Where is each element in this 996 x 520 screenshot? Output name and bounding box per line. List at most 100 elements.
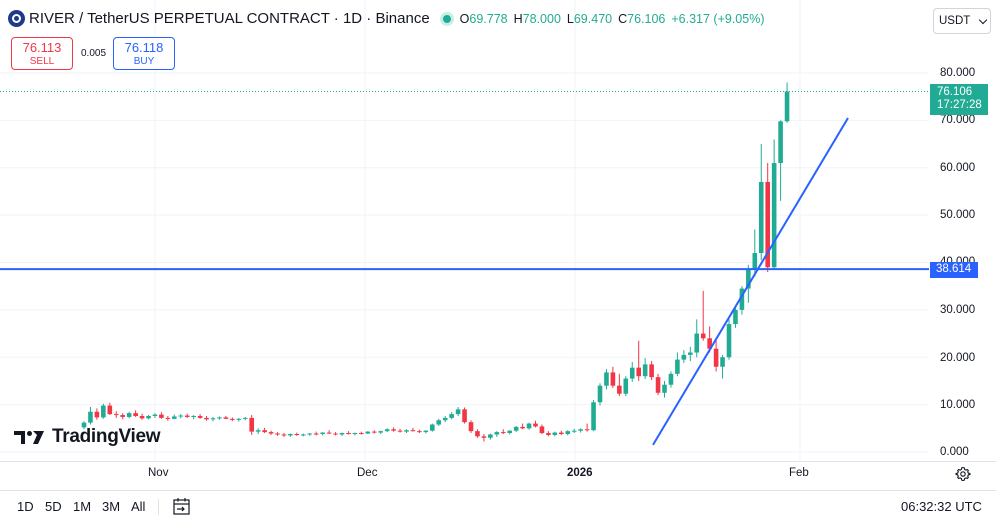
candle-body — [739, 288, 745, 310]
candle-body — [681, 354, 687, 360]
time-axis[interactable]: Nov Dec 2026 Feb — [0, 461, 996, 485]
candle-body — [481, 436, 487, 438]
clock-utc[interactable]: 06:32:32 UTC — [901, 499, 982, 514]
calendar-goto-icon[interactable] — [172, 497, 192, 516]
range-1d-button[interactable]: 1D — [17, 499, 34, 514]
candle-body — [294, 433, 300, 435]
buy-price: 76.118 — [124, 40, 164, 55]
candle-body — [326, 432, 332, 434]
close-value: 76.106 — [627, 11, 666, 26]
candle-body — [623, 378, 629, 394]
candle-body — [301, 434, 306, 436]
candle-body — [120, 415, 125, 417]
sell-button[interactable]: 76.113 SELL — [11, 37, 73, 70]
candle-body — [165, 417, 171, 419]
price-tick: 70.000 — [940, 114, 976, 126]
candle-body — [713, 348, 719, 367]
gear-icon[interactable] — [955, 466, 971, 482]
candle-body — [178, 415, 184, 417]
candle-body — [249, 417, 254, 432]
candle-body — [488, 434, 493, 438]
candle-body — [275, 433, 280, 435]
currency-label: USDT — [939, 15, 971, 27]
candle-body — [546, 433, 551, 435]
candle-body — [784, 91, 790, 122]
candle-body — [430, 424, 435, 431]
candle-body — [726, 324, 732, 358]
candle-body — [636, 367, 641, 377]
last-price-tag: 76.106 17:27:28 — [930, 84, 988, 115]
candle-body — [262, 430, 267, 433]
tradingview-mark-icon — [14, 431, 44, 444]
tradingview-logo[interactable]: TradingView — [14, 426, 161, 448]
candle-body — [539, 426, 545, 434]
candle-body — [417, 431, 422, 433]
price-tick: 0.000 — [940, 446, 969, 458]
candle-body — [133, 413, 138, 416]
candle-body — [449, 414, 454, 418]
candle-body — [242, 417, 248, 419]
price-tick: 30.000 — [940, 304, 976, 316]
candle-body — [533, 423, 538, 427]
range-5d-button[interactable]: 5D — [45, 499, 62, 514]
candle-body — [146, 415, 151, 419]
candle-body — [230, 418, 235, 420]
candle-body — [700, 333, 706, 339]
range-3m-button[interactable]: 3M — [102, 499, 121, 514]
candlestick-chart[interactable] — [0, 0, 929, 461]
candle-body — [339, 433, 345, 435]
candle-body — [236, 418, 242, 420]
candle-body — [320, 432, 325, 434]
candle-body — [604, 372, 609, 386]
candle-body — [81, 422, 87, 428]
chart-pane[interactable] — [0, 0, 929, 461]
candle-body — [617, 385, 622, 394]
candle-body — [384, 429, 390, 432]
candle-body — [255, 430, 261, 432]
candle-body — [707, 338, 712, 349]
spread-value: 0.005 — [81, 48, 107, 59]
high-value: 78.000 — [522, 11, 561, 26]
candle-body — [281, 434, 287, 436]
candle-body — [365, 431, 371, 434]
candle-body — [210, 418, 216, 420]
toolbar-divider — [158, 499, 159, 515]
candle-body — [668, 373, 674, 385]
candle-body — [268, 432, 274, 434]
candle-body — [520, 426, 525, 429]
candle-body — [507, 430, 512, 434]
candle-body — [513, 426, 519, 431]
candle-body — [591, 402, 596, 431]
candle-body — [494, 432, 500, 435]
price-tick: 10.000 — [940, 399, 976, 411]
close-label: C — [618, 11, 628, 26]
sell-label: SELL — [29, 56, 55, 67]
candle-body — [694, 333, 700, 353]
buy-button[interactable]: 76.118 BUY — [113, 37, 175, 70]
range-1m-button[interactable]: 1M — [73, 499, 92, 514]
symbol-title[interactable]: RIVER / TetherUS PERPETUAL CONTRACT · 1D… — [29, 10, 430, 27]
open-label: O — [459, 11, 470, 26]
candle-body — [159, 414, 164, 418]
currency-select[interactable]: USDT — [933, 8, 991, 34]
low-label: L — [566, 11, 574, 26]
candle-body — [172, 416, 177, 419]
range-all-button[interactable]: All — [131, 499, 146, 514]
candle-body — [559, 432, 564, 434]
candle-body — [733, 309, 738, 325]
candle-body — [752, 253, 758, 270]
candle-body — [184, 415, 190, 417]
ohlc-values: O69.778 H78.000 L69.470 C76.106 +6.317 (… — [460, 12, 765, 26]
candle-body — [778, 121, 783, 164]
candle-body — [88, 411, 93, 423]
low-value: 69.470 — [573, 11, 613, 26]
candle-body — [101, 405, 106, 418]
candle-body — [436, 420, 442, 425]
time-tick: Nov — [148, 467, 169, 479]
candle-body — [313, 433, 319, 435]
candle-body — [475, 431, 480, 437]
candle-body — [126, 413, 132, 417]
candle-body — [191, 415, 196, 417]
candle-body — [197, 415, 203, 418]
horizontal-line-price-tag: 38.614 — [930, 262, 978, 278]
